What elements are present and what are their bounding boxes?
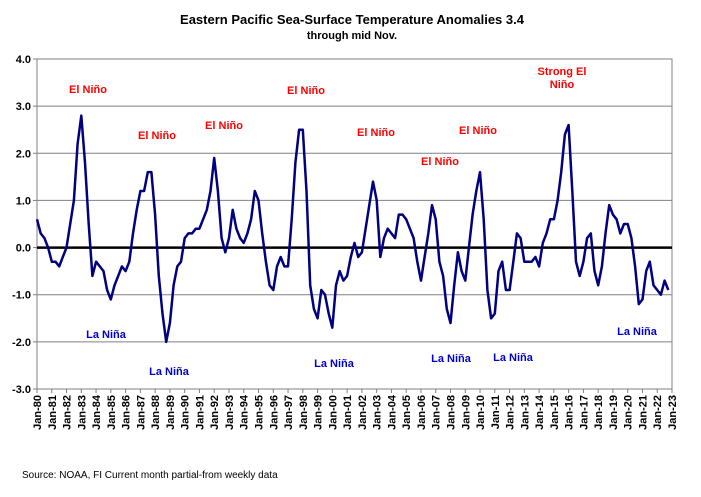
y-tick-label: -1.0 — [12, 290, 31, 302]
annotation: El Niño — [287, 85, 325, 97]
x-tick-label: Jan-86 — [121, 395, 133, 430]
x-tick-label: Jan-08 — [445, 395, 457, 430]
annotation: El Niño — [138, 130, 176, 142]
x-tick-label: Jan-13 — [519, 395, 531, 430]
x-tick-label: Jan-00 — [327, 395, 339, 430]
chart-title: Eastern Pacific Sea-Surface Temperature … — [180, 12, 525, 27]
x-tick-label: Jan-81 — [47, 395, 59, 430]
x-tick-label: Jan-14 — [534, 394, 546, 430]
annotation: El Niño — [459, 125, 497, 137]
x-tick-label: Jan-19 — [608, 395, 620, 430]
x-tick-label: Jan-80 — [32, 395, 44, 430]
x-tick-label: Jan-06 — [416, 395, 428, 430]
x-tick-label: Jan-10 — [475, 395, 487, 430]
x-tick-label: Jan-02 — [357, 395, 369, 430]
x-tick-label: Jan-17 — [578, 395, 590, 430]
annotation: La Niña — [86, 329, 126, 341]
annotation: La Niña — [617, 326, 657, 338]
x-tick-label: Jan-04 — [386, 394, 398, 430]
plot-area — [36, 58, 673, 390]
x-tick-label: Jan-11 — [490, 395, 502, 429]
y-tick-label: 4.0 — [16, 54, 31, 66]
y-tick-label: -2.0 — [12, 337, 31, 349]
y-tick-label: 1.0 — [16, 195, 31, 207]
x-tick-label: Jan-15 — [549, 395, 561, 430]
x-tick-label: Jan-22 — [652, 395, 664, 430]
x-tick-label: Jan-03 — [372, 395, 384, 430]
x-tick-label: Jan-12 — [505, 395, 517, 430]
annotation: El Niño — [421, 156, 459, 168]
x-tick-label: Jan-07 — [431, 395, 443, 430]
x-tick-label: Jan-89 — [165, 395, 177, 430]
x-tick-label: Jan-92 — [209, 395, 221, 430]
x-tick-label: Jan-95 — [254, 395, 266, 430]
x-tick-label: Jan-83 — [76, 395, 88, 430]
x-tick-label: Jan-18 — [593, 395, 605, 430]
x-tick-label: Jan-09 — [460, 395, 472, 430]
x-tick-label: Jan-05 — [401, 395, 413, 430]
annotation: La Niña — [149, 366, 189, 378]
x-tick-label: Jan-91 — [194, 395, 206, 430]
x-tick-label: Jan-90 — [180, 395, 192, 430]
x-tick-label: Jan-99 — [313, 395, 325, 430]
x-tick-label: Jan-98 — [298, 395, 310, 430]
x-tick-label: Jan-01 — [342, 395, 354, 430]
x-tick-label: Jan-82 — [62, 395, 74, 430]
annotation: La Niña — [314, 358, 354, 370]
x-tick-label: Jan-21 — [637, 395, 649, 430]
annotation: La Niña — [431, 353, 471, 365]
x-tick-label: Jan-87 — [135, 395, 147, 430]
y-tick-label: 0.0 — [16, 243, 31, 255]
annotation: El Niño — [357, 127, 395, 139]
y-tick-label: -3.0 — [12, 384, 31, 396]
y-tick-label: 2.0 — [16, 148, 31, 160]
x-tick-label: Jan-96 — [268, 395, 280, 430]
chart-subtitle: through mid Nov. — [307, 30, 397, 42]
x-tick-label: Jan-97 — [283, 395, 295, 430]
x-tick-label: Jan-84 — [91, 394, 103, 430]
x-tick-label: Jan-16 — [564, 395, 576, 430]
x-tick-label: Jan-85 — [106, 395, 118, 430]
data-line — [35, 114, 670, 344]
annotation: El Niño — [69, 84, 107, 96]
x-tick-label: Jan-23 — [667, 395, 679, 430]
x-tick-label: Jan-93 — [224, 395, 236, 430]
x-tick-label: Jan-94 — [239, 394, 251, 430]
source-note: Source: NOAA, FI Current month partial-f… — [22, 470, 278, 481]
x-tick-label: Jan-88 — [150, 395, 162, 430]
annotation: Strong El Niño — [537, 66, 587, 91]
y-tick-label: 3.0 — [16, 101, 31, 113]
annotation: El Niño — [205, 120, 243, 132]
annotation: La Niña — [493, 352, 533, 364]
x-tick-label: Jan-20 — [623, 395, 635, 430]
